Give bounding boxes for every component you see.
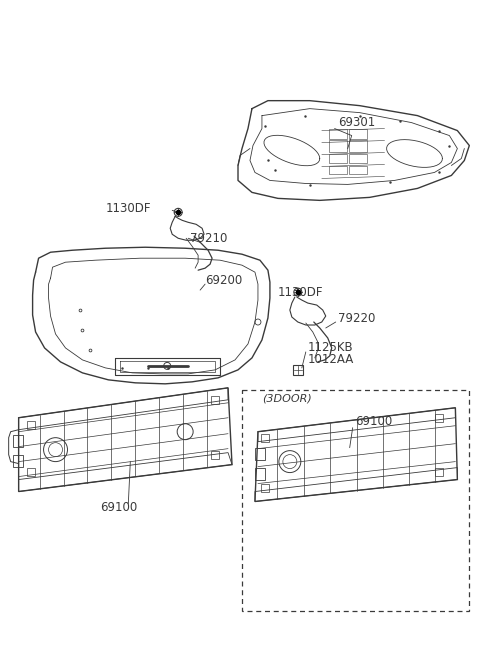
Text: 1012AA: 1012AA [308, 354, 354, 366]
Text: 79220: 79220 [338, 312, 375, 324]
Text: 69100: 69100 [355, 415, 392, 428]
Text: (3DOOR): (3DOOR) [262, 394, 312, 403]
Text: 1130DF: 1130DF [278, 286, 324, 299]
Text: 1130DF: 1130DF [106, 202, 151, 215]
Text: 69301: 69301 [338, 116, 375, 129]
Text: 1125KB: 1125KB [308, 341, 353, 354]
Text: 69200: 69200 [205, 274, 242, 287]
Text: 69100: 69100 [100, 501, 138, 514]
Text: 79210: 79210 [190, 232, 228, 245]
